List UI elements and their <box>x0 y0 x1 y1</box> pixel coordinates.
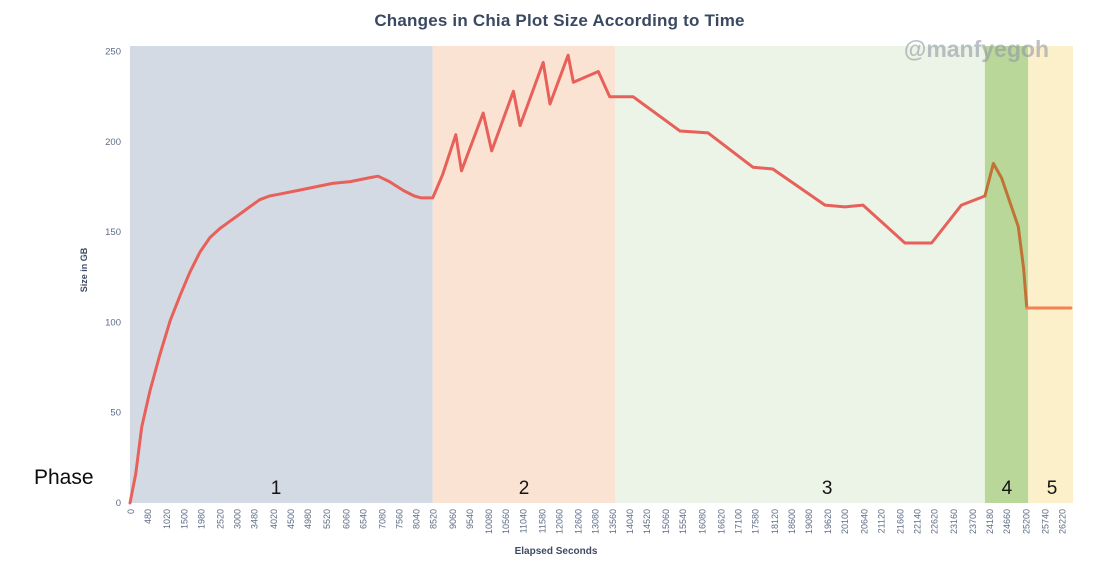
x-tick-label: 24180 <box>985 509 995 534</box>
x-tick-label: 15060 <box>661 509 671 534</box>
x-tick-label: 17100 <box>734 509 744 534</box>
x-tick-label: 1980 <box>196 509 206 529</box>
x-tick-label: 10560 <box>501 509 511 534</box>
x-tick-label: 21660 <box>896 509 906 534</box>
x-tick-label: 1020 <box>162 509 172 529</box>
x-tick-label: 21120 <box>876 509 886 533</box>
x-tick-label: 12600 <box>574 509 584 534</box>
watermark-text: @manfyegoh <box>903 36 1049 62</box>
phase-band-5 <box>1028 46 1073 503</box>
x-tick-label: 22140 <box>913 509 923 534</box>
phase-number-4: 4 <box>1002 478 1013 499</box>
x-tick-label: 22620 <box>930 509 940 534</box>
x-tick-label: 24660 <box>1002 509 1012 534</box>
x-tick-label: 4500 <box>286 509 296 529</box>
x-axis-title: Elapsed Seconds <box>514 546 598 557</box>
x-tick-label: 4020 <box>269 509 279 529</box>
x-tick-label: 26220 <box>1058 509 1068 534</box>
x-tick-label: 20100 <box>840 509 850 534</box>
phase-number-5: 5 <box>1047 478 1058 499</box>
x-tick-label: 10080 <box>484 509 494 534</box>
x-tick-label: 6540 <box>358 509 368 529</box>
series-line-segment-1 <box>983 162 1029 310</box>
x-tick-label: 13080 <box>591 509 601 534</box>
x-tick-label: 3000 <box>233 509 243 529</box>
x-tick-label: 4980 <box>303 509 313 529</box>
y-axis-title: Size in GB <box>79 247 89 293</box>
x-tick-label: 13560 <box>608 509 618 534</box>
x-tick-label: 1500 <box>179 509 189 529</box>
x-tick-label: 8040 <box>412 509 422 529</box>
x-tick-label: 9060 <box>448 509 458 529</box>
phase-band-2 <box>432 46 616 503</box>
x-tick-label: 0 <box>126 509 136 514</box>
phase-number-1: 1 <box>271 478 282 499</box>
x-tick-label: 20640 <box>859 509 869 534</box>
y-tick-label: 150 <box>105 227 121 238</box>
y-tick-label: 0 <box>116 498 121 509</box>
y-tick-label: 50 <box>110 408 121 419</box>
x-tick-label: 6060 <box>341 509 351 529</box>
x-tick-label: 14520 <box>642 509 652 534</box>
y-tick-label: 250 <box>105 47 121 58</box>
phase-band-3 <box>615 46 985 503</box>
x-tick-label: 2520 <box>216 509 226 529</box>
x-tick-label: 23160 <box>949 509 959 534</box>
x-tick-label: 16080 <box>697 509 707 534</box>
x-tick-label: 11040 <box>518 509 528 533</box>
series-line-segment-0 <box>128 53 987 505</box>
x-tick-label: 11580 <box>538 509 548 533</box>
x-tick-label: 18120 <box>770 509 780 534</box>
phase-band-4 <box>984 46 1029 503</box>
chart-title: Changes in Chia Plot Size According to T… <box>374 11 745 30</box>
x-tick-label: 16620 <box>717 509 727 534</box>
x-tick-label: 12060 <box>555 509 565 534</box>
x-tick-label: 25200 <box>1021 509 1031 534</box>
x-tick-label: 9540 <box>465 509 475 529</box>
x-tick-label: 3480 <box>250 509 260 529</box>
y-tick-label: 200 <box>105 137 121 148</box>
x-tick-label: 7080 <box>378 509 388 529</box>
x-tick-label: 19620 <box>823 509 833 534</box>
x-tick-label: 7560 <box>395 509 405 529</box>
x-tick-label: 19080 <box>804 509 814 534</box>
phase-axis-label: Phase <box>34 466 94 489</box>
x-tick-label: 5520 <box>322 509 332 529</box>
x-tick-label: 8520 <box>429 509 439 529</box>
phase-number-3: 3 <box>822 478 833 499</box>
x-tick-label: 17580 <box>751 509 761 534</box>
y-tick-label: 100 <box>105 317 121 328</box>
x-tick-label: 480 <box>143 509 153 524</box>
x-tick-label: 23700 <box>968 509 978 534</box>
x-tick-label: 18600 <box>787 509 797 534</box>
phase-band-1 <box>130 46 433 503</box>
x-tick-label: 14040 <box>625 509 635 534</box>
x-tick-label: 25740 <box>1041 509 1051 534</box>
phase-number-2: 2 <box>519 478 530 499</box>
x-tick-label: 15540 <box>678 509 688 534</box>
